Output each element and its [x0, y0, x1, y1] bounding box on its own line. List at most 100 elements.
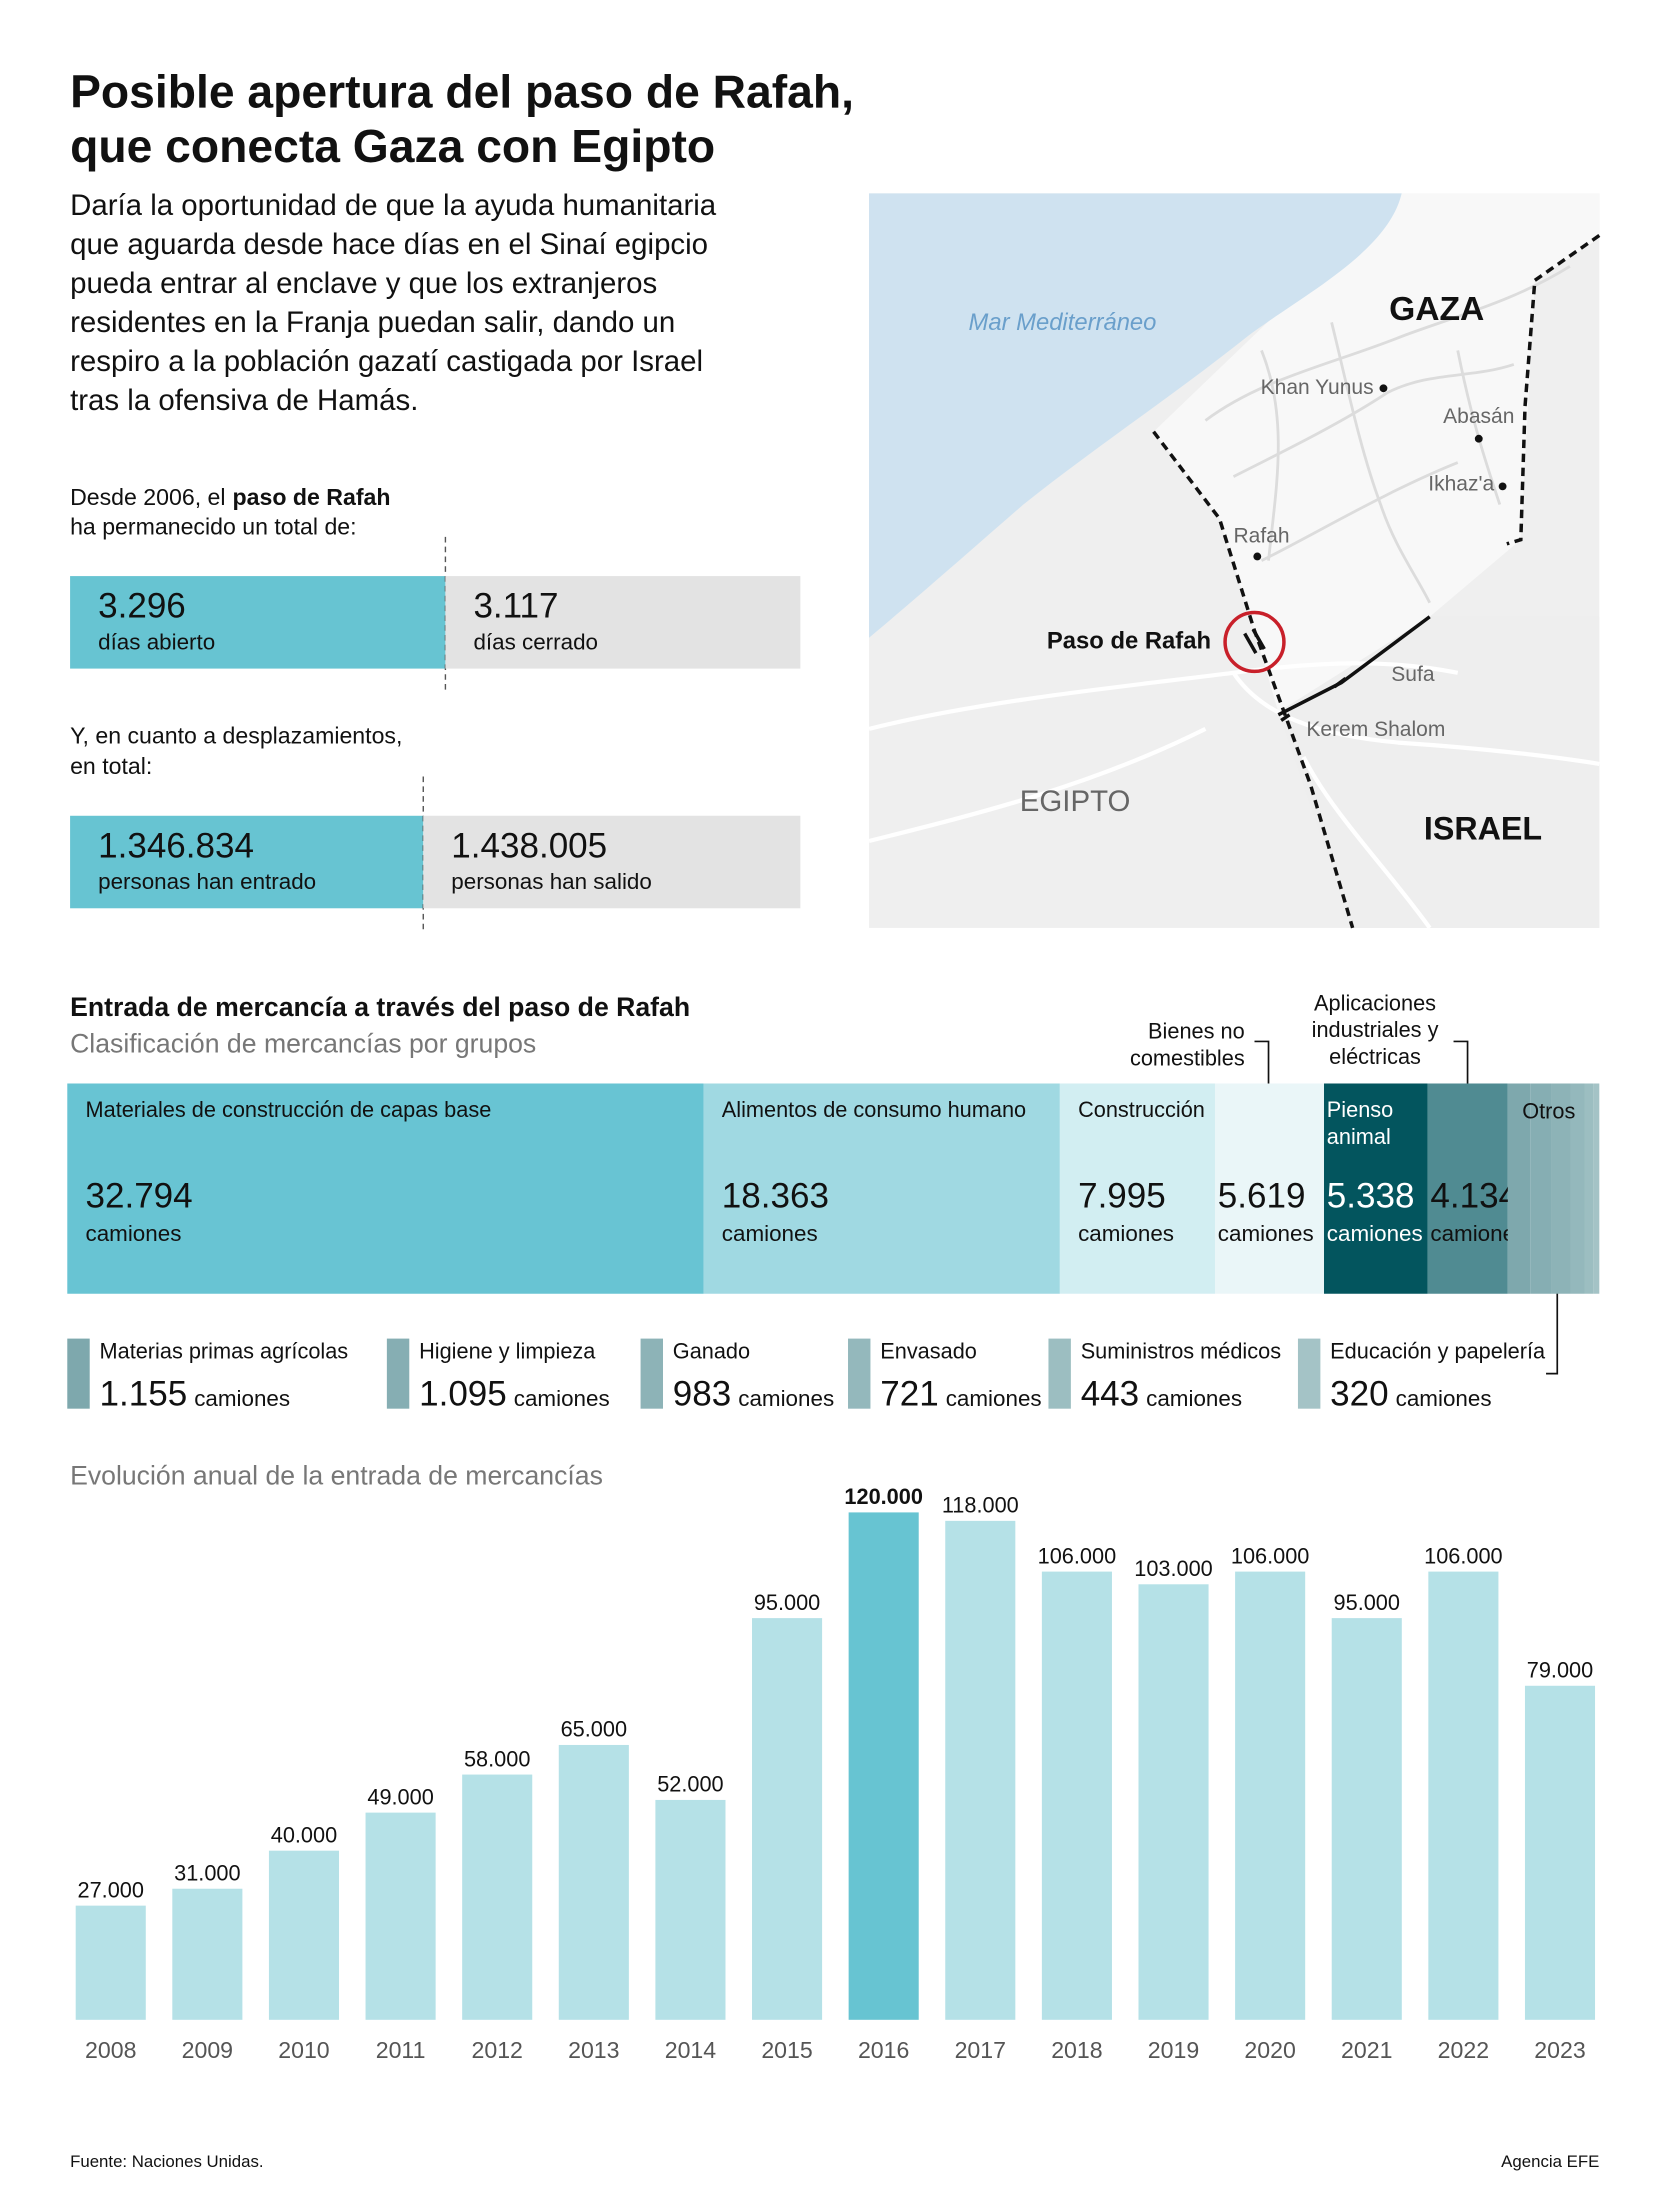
- stat-value: 1.438.005: [451, 826, 607, 865]
- intro-line: Daría la oportunidad de que la ayuda hum…: [70, 189, 717, 222]
- israel-area: [1278, 616, 1600, 928]
- segment: [1059, 1083, 1215, 1294]
- legend-swatch: [1048, 1338, 1071, 1409]
- crossing-marker: [1223, 610, 1286, 674]
- bar: [558, 1744, 629, 2020]
- x-tick-label: 2016: [858, 2037, 909, 2063]
- legend-unit: camiones: [514, 1386, 610, 1411]
- map: Mar Mediterráneo GAZA Khan Yunus Abasán …: [868, 193, 1601, 930]
- bar-label: 49.000: [367, 1784, 433, 1809]
- town-dot: [1379, 384, 1388, 393]
- bar-label: 106.000: [1038, 1543, 1117, 1568]
- x-tick-label: 2014: [665, 2037, 717, 2063]
- segment: [1427, 1083, 1508, 1294]
- legend-name: Higiene y limpieza: [419, 1338, 596, 1363]
- segment: [1214, 1083, 1325, 1294]
- bar-label: 95.000: [1334, 1590, 1400, 1615]
- segment-unit: camiones: [1078, 1221, 1174, 1246]
- bar-label: 79.000: [1527, 1657, 1593, 1682]
- legend-name: Ganado: [673, 1338, 750, 1363]
- segment-value: 7.995: [1078, 1177, 1166, 1216]
- segment-value: 18.363: [722, 1177, 829, 1216]
- stat-value: 3.296: [98, 587, 186, 626]
- segment-label: Materiales de construcción de capas base: [85, 1098, 492, 1123]
- stat-label: personas han entrado: [98, 869, 316, 894]
- chart-title: Entrada de mercancía a través del paso d…: [70, 992, 690, 1022]
- bar-label: 106.000: [1424, 1543, 1503, 1568]
- stat-intro-text: Desde 2006, el: [70, 484, 225, 510]
- stat-bar: [70, 815, 424, 909]
- x-tick-label: 2013: [568, 2037, 619, 2063]
- map-label: Khan Yunus: [1261, 376, 1374, 399]
- x-tick-label: 2019: [1148, 2037, 1199, 2063]
- bar: [848, 1512, 919, 2020]
- segment: [1551, 1083, 1571, 1294]
- bar: [945, 1520, 1016, 2020]
- x-tick-label: 2018: [1051, 2037, 1102, 2063]
- bar-label: 31.000: [174, 1860, 240, 1885]
- legend-unit: camiones: [1396, 1386, 1492, 1411]
- segment-label-box: Materiales de construcción de capas base: [85, 1098, 492, 1123]
- segment: [1530, 1083, 1552, 1294]
- stat-bar: [423, 815, 801, 909]
- bar: [752, 1618, 823, 2020]
- legend-unit: camiones: [738, 1386, 834, 1411]
- title-line: Posible apertura del paso de Rafah,: [70, 66, 854, 118]
- bar: [268, 1850, 340, 2020]
- segment-label-box: Alimentos de consumo humano: [721, 1098, 1027, 1123]
- bar-label: 95.000: [754, 1590, 820, 1615]
- legend-value: 443: [1081, 1374, 1139, 1413]
- bar: [462, 1774, 533, 2020]
- segment: [67, 1083, 704, 1294]
- bar-label: 106.000: [1231, 1543, 1310, 1568]
- bar: [172, 1888, 243, 2020]
- bar: [1331, 1618, 1402, 2020]
- legend-unit: camiones: [194, 1386, 290, 1411]
- stat-intro: Desde 2006, el paso de Rafah: [70, 484, 390, 510]
- bar: [1524, 1685, 1596, 2020]
- town-dot: [1253, 552, 1262, 561]
- x-tick-label: 2010: [278, 2037, 329, 2063]
- bar: [1235, 1571, 1306, 2020]
- intro-line: residentes en la Franja puedan salir, da…: [70, 306, 675, 339]
- x-tick-label: 2017: [955, 2037, 1006, 2063]
- segment-label: Alimentos de consumo humano: [721, 1098, 1027, 1123]
- stat-label: días cerrado: [473, 629, 598, 654]
- map-label: Sufa: [1391, 663, 1435, 686]
- segment-label: Construcción: [1078, 1098, 1205, 1123]
- map-label: ISRAEL: [1424, 811, 1542, 847]
- map-label: GAZA: [1389, 291, 1484, 328]
- segment-label-box: Pienso animal: [1327, 1099, 1393, 1149]
- map-label: Paso de Rafah: [1047, 627, 1211, 654]
- legend-name: Materias primas agrícolas: [100, 1338, 349, 1363]
- bar: [75, 1905, 146, 2020]
- legend-name: Suministros médicos: [1081, 1338, 1281, 1363]
- bar-label: 65.000: [561, 1717, 627, 1742]
- map-label: EGIPTO: [1020, 785, 1131, 818]
- segment-unit: camiones: [1218, 1221, 1314, 1246]
- segment-label-box: Aplicaciones industriales y eléctricas: [1311, 992, 1439, 1070]
- map-label: Ikhaz'a: [1428, 473, 1494, 496]
- segment: [1570, 1083, 1585, 1294]
- map-label: Kerem Shalom: [1306, 718, 1445, 741]
- segment-value: 32.794: [86, 1177, 193, 1216]
- chart-title: Evolución anual de la entrada de mercanc…: [70, 1460, 603, 1490]
- bar-label: 120.000: [844, 1484, 923, 1509]
- segment-label: Aplicaciones industriales y eléctricas: [1311, 992, 1439, 1070]
- segment-value: 5.338: [1327, 1177, 1415, 1216]
- bar-label: 40.000: [271, 1822, 337, 1847]
- bar-label: 118.000: [942, 1493, 1019, 1518]
- segment-label: Bienes no comestibles: [1129, 1020, 1245, 1071]
- bar: [655, 1799, 726, 2020]
- segment-value: 4.134: [1430, 1177, 1518, 1216]
- legend-swatch: [848, 1338, 871, 1409]
- legend-swatch: [386, 1338, 410, 1409]
- stat-bar: [445, 576, 801, 669]
- legend-name: Envasado: [880, 1338, 977, 1363]
- segment-value: 5.619: [1218, 1177, 1306, 1216]
- stat-intro: en total:: [70, 753, 152, 779]
- stat-bar: [70, 576, 446, 669]
- intro-line: tras la ofensiva de Hamás.: [70, 384, 418, 417]
- legend-value: 721: [880, 1374, 938, 1413]
